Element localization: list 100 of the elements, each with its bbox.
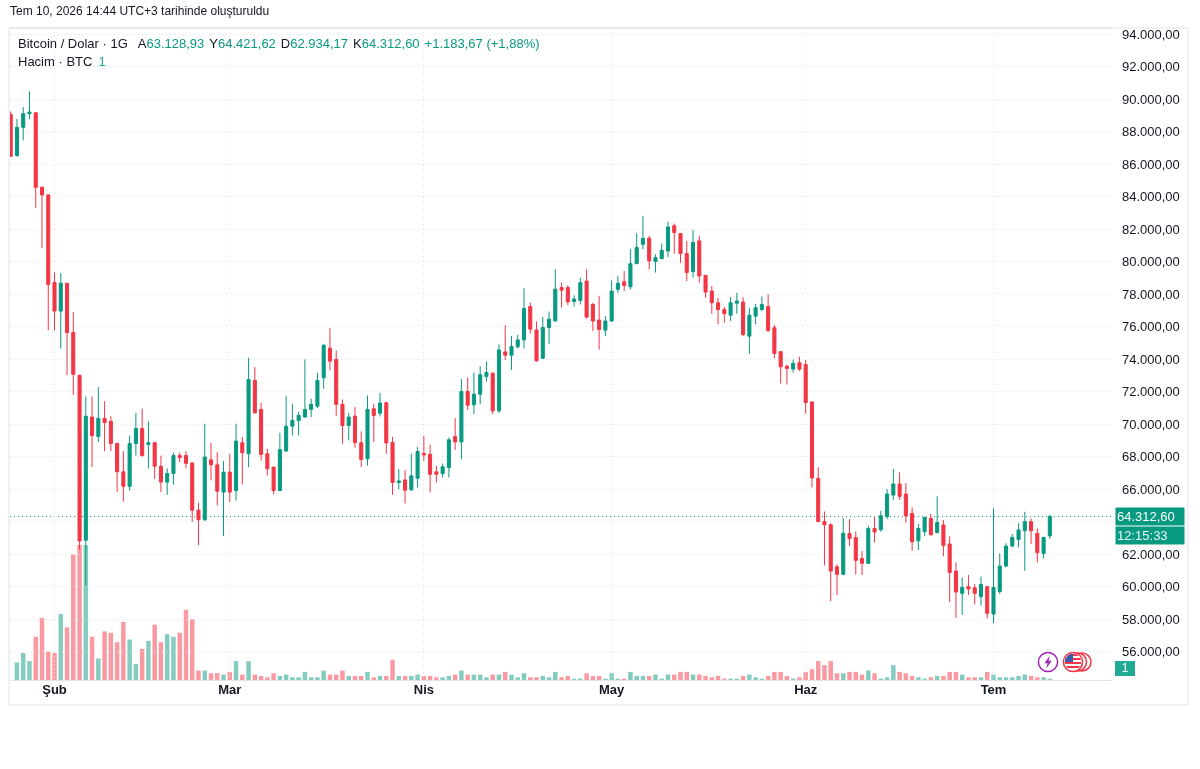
bar	[465, 674, 470, 680]
candlestick	[690, 229, 696, 279]
candlestick	[315, 372, 320, 409]
y-tick-label: 66.000,00	[1122, 481, 1180, 497]
candlestick	[659, 243, 664, 260]
candlestick	[866, 525, 871, 565]
candlestick	[171, 452, 176, 486]
candlestick	[697, 235, 702, 284]
candlestick	[759, 296, 764, 312]
candlestick	[384, 401, 389, 455]
candlestick	[515, 334, 520, 349]
candlestick	[728, 296, 733, 322]
candlestick	[440, 463, 445, 478]
candlestick	[108, 415, 113, 452]
candlestick	[208, 442, 214, 481]
candlestick	[640, 215, 645, 250]
y-tick-label: 86.000,00	[1122, 156, 1180, 172]
bar	[884, 677, 890, 680]
candlestick	[891, 468, 896, 501]
candlestick	[471, 372, 476, 415]
candlestick	[828, 522, 833, 602]
candlestick	[809, 400, 814, 488]
candlestick	[446, 437, 451, 478]
chart-title: Hacim · BTC	[18, 54, 93, 69]
candlestick	[14, 118, 19, 158]
candlestick	[1010, 533, 1015, 548]
candlestick	[540, 316, 545, 360]
candlestick	[277, 432, 282, 492]
candlestick	[58, 272, 63, 350]
candlestick	[121, 450, 126, 503]
candlestick	[1016, 522, 1021, 548]
bar	[546, 677, 552, 680]
y-tick-label: 82.000,00	[1122, 221, 1180, 237]
bar	[208, 673, 214, 680]
candlestick	[302, 358, 307, 419]
candlestick	[897, 471, 902, 501]
candlestick	[403, 469, 408, 504]
y-tick-label: 58.000,00	[1122, 611, 1180, 627]
candlestick	[190, 461, 195, 523]
candlestick	[953, 561, 958, 619]
candlestick	[484, 360, 489, 382]
annotation: A63.128,93	[137, 36, 205, 51]
bar	[891, 665, 896, 680]
bar	[27, 661, 32, 680]
bar	[434, 677, 439, 680]
candlestick	[703, 274, 708, 299]
candlestick	[165, 467, 170, 496]
candlestick	[90, 396, 95, 468]
candlestick	[490, 372, 495, 415]
y-tick-label: 92.000,00	[1122, 59, 1180, 75]
y-tick-label: 68.000,00	[1122, 449, 1180, 465]
candlestick	[1041, 536, 1046, 559]
x-tick-label: Mar	[218, 682, 242, 697]
bar	[1041, 677, 1046, 680]
ref-line-label: 64.312,60	[1117, 509, 1175, 524]
candlestick	[434, 465, 439, 484]
candlestick	[396, 468, 401, 490]
candlestick	[177, 452, 182, 463]
candlestick	[791, 359, 796, 374]
candlestick	[140, 408, 145, 458]
candlestick	[615, 275, 620, 294]
candlestick	[910, 506, 915, 552]
candlestick	[215, 451, 220, 506]
bar	[33, 636, 38, 680]
bar	[847, 671, 852, 680]
bar	[584, 673, 589, 680]
candlestick	[841, 517, 846, 576]
candlestick	[259, 402, 264, 461]
candlestick	[559, 282, 564, 309]
candlestick	[352, 406, 358, 449]
bar	[346, 675, 351, 680]
candlestick	[960, 576, 965, 616]
candlestick	[71, 311, 76, 396]
candlestick	[309, 398, 314, 418]
candlestick	[478, 365, 483, 405]
y-tick-label: 60.000,00	[1122, 579, 1180, 595]
candlestick	[183, 450, 189, 469]
candlestick	[240, 436, 245, 485]
bar	[171, 636, 176, 680]
x-tick-label: Şub	[42, 682, 67, 697]
candlestick	[459, 378, 464, 460]
candlestick	[903, 482, 908, 524]
bar	[340, 670, 345, 680]
bar	[121, 621, 126, 680]
candlestick	[722, 306, 727, 324]
bar	[371, 677, 377, 680]
bar	[359, 675, 364, 680]
y-tick-label: 78.000,00	[1122, 286, 1180, 302]
candlestick	[928, 513, 933, 537]
bar	[146, 640, 151, 680]
bar	[897, 671, 902, 680]
candlestick	[246, 357, 251, 468]
candlestick	[816, 466, 821, 524]
candlestick	[284, 395, 289, 453]
x-tick-label: Nis	[413, 682, 434, 697]
candlestick	[709, 285, 714, 315]
y-tick-label: 80.000,00	[1122, 254, 1180, 270]
bar	[459, 670, 464, 680]
candlestick	[346, 412, 351, 441]
candlestick	[565, 284, 570, 306]
